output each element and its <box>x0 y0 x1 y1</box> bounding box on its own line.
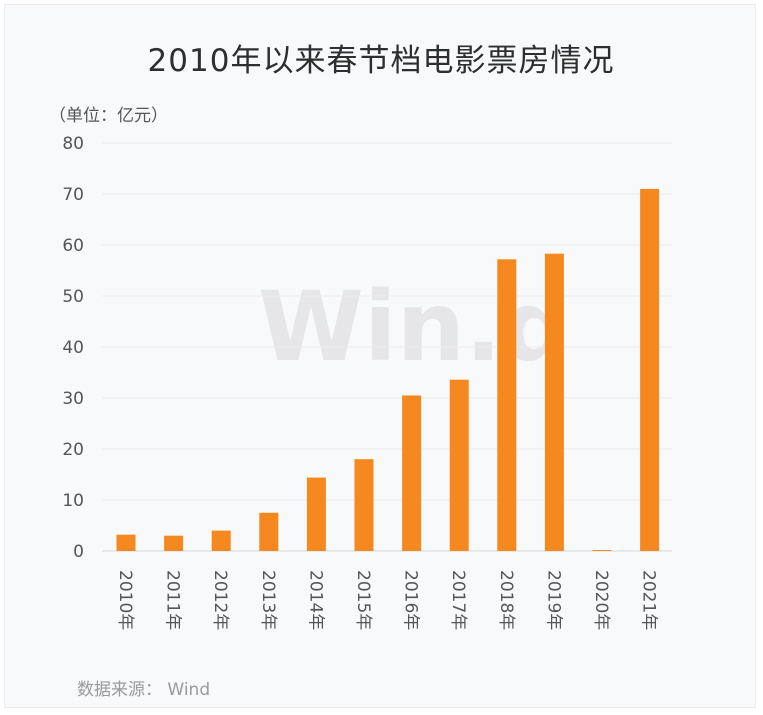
x-tick-label: 2016年 <box>401 570 421 630</box>
bar <box>116 534 136 551</box>
bar <box>449 379 469 551</box>
bar <box>640 188 660 551</box>
bar <box>354 459 374 551</box>
x-tick-label: 2011年 <box>163 570 183 630</box>
bars <box>116 188 660 552</box>
x-tick-label: 2010年 <box>115 570 135 630</box>
x-tick-label: 2017年 <box>448 570 468 630</box>
bar <box>211 530 231 551</box>
y-tick-label: 20 <box>62 440 84 460</box>
y-tick-label: 50 <box>62 287 84 307</box>
y-tick-label: 30 <box>62 389 84 409</box>
bar <box>259 512 279 551</box>
bar <box>592 549 612 551</box>
x-tick-label: 2019年 <box>543 570 563 630</box>
x-tick-label: 2018年 <box>496 570 516 630</box>
x-tick-label: 2020年 <box>591 570 611 630</box>
y-tick-label: 60 <box>62 236 84 256</box>
gridlines <box>102 142 672 552</box>
watermark: Win.d <box>258 271 570 383</box>
y-tick-label: 80 <box>62 134 84 154</box>
bar <box>544 253 564 552</box>
x-tick-label: 2013年 <box>258 570 278 630</box>
bar <box>306 477 326 551</box>
y-tick-label: 70 <box>62 185 84 205</box>
chart-title: 2010年以来春节档电影票房情况 <box>147 43 615 79</box>
x-axis: 2010年 2011年 2012年 2013年 2014年 2015年 2016年 2017年… <box>115 570 659 630</box>
bar <box>164 535 184 551</box>
x-tick-label: 2021年 <box>639 570 659 630</box>
y-tick-label: 40 <box>62 338 84 358</box>
y-axis: 0 10 20 30 40 50 60 70 80 <box>62 134 84 562</box>
bar <box>497 259 517 551</box>
y-tick-label: 0 <box>73 542 84 562</box>
x-tick-label: 2012年 <box>210 570 230 630</box>
unit-label: （单位：亿元） <box>49 106 168 126</box>
y-tick-label: 10 <box>62 491 84 511</box>
x-tick-label: 2015年 <box>353 570 373 630</box>
source-label: 数据来源： Wind <box>77 680 211 700</box>
x-tick-label: 2014年 <box>305 570 325 630</box>
bar <box>402 395 422 551</box>
chart-card: 2010年以来春节档电影票房情况 （单位：亿元） 数据来源： Wind <box>4 4 756 708</box>
